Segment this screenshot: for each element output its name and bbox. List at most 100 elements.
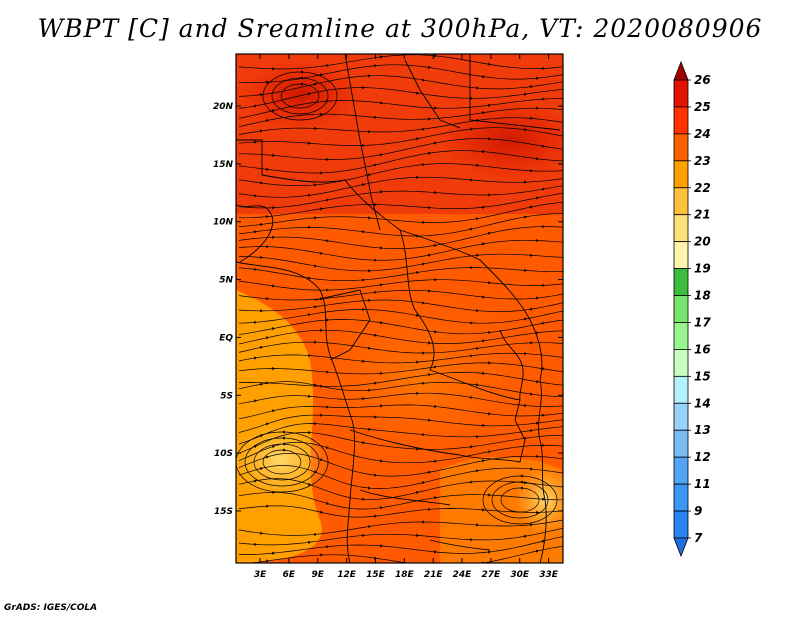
streamline-arrowhead [271,409,275,413]
streamline [247,545,563,563]
colorbar-label: 19 [694,262,711,276]
x-tick-label: 15E [366,570,386,580]
chart-title: WBPT [C] and Sreamline at 300hPa, VT: 20… [37,14,763,43]
streamline-arrowhead [326,99,329,103]
streamline-arrowhead [415,490,419,495]
streamline-arrowhead [469,227,473,231]
streamline [238,341,563,354]
streamline-arrowhead [265,119,269,123]
colorbar-label: 12 [694,450,711,464]
streamline-arrowhead [434,243,437,248]
streamline [238,87,563,109]
streamline-arrowhead [260,309,263,313]
streamline-arrowhead [488,361,491,365]
streamline-arrowhead [482,508,485,512]
streamline-arrowhead [271,109,275,113]
streamline-arrowhead [482,149,485,154]
streamline-arrowhead [416,313,419,317]
streamline-arrowhead [362,143,365,148]
colorbar-label: 15 [694,369,711,383]
colorbar-label: 21 [694,208,711,222]
streamline-arrowhead [326,405,329,409]
colorbar-swatch [673,322,689,350]
streamline-arrowhead [416,447,419,451]
colorbar-top-arrow [673,60,689,81]
colorbar-swatch [673,187,689,216]
streamline-arrowhead [482,242,485,246]
wbpt-field-22-center [290,290,550,470]
streamline-arrowhead [476,163,479,168]
streamline-arrowhead [536,156,539,161]
streamline-arrowhead [476,469,479,473]
streamline-arrowhead [368,346,371,350]
streamline-arrowhead [470,354,473,358]
streamline-arrowhead [470,127,473,131]
streamline-arrowhead [530,253,533,257]
streamline-arrowhead [362,85,365,90]
streamline-arrowhead [325,445,329,449]
streamline-arrowhead [530,467,533,471]
streamline-arrowhead [308,540,311,545]
y-tick-label: EQ [219,333,233,343]
streamline-arrowhead [482,423,485,428]
streamline [239,253,563,272]
streamline-arrowhead [308,394,311,398]
streamline-arrowhead [368,269,371,273]
y-tick-label: 5N [219,276,233,286]
streamline-arrowhead [482,74,485,79]
x-tick-label: 30E [510,570,530,580]
streamline [238,404,563,420]
streamline-arrowhead [320,171,323,175]
streamline-arrowhead [529,205,533,209]
streamline-arrowhead [488,412,491,416]
streamline-arrowhead [260,129,263,133]
colorbar-swatch [673,214,689,243]
streamline-arrowhead [282,442,285,446]
streamline-arrowhead [524,180,527,184]
streamline-arrowhead [488,281,491,285]
streamline-arrowhead [428,65,431,69]
streamline-arrowhead [320,328,323,332]
colorbar-swatch [673,402,689,431]
streamline-arrowhead [282,430,285,434]
streamline-arrowhead [422,520,425,524]
streamline [238,452,563,477]
colorbar-bottom-arrow [673,537,689,558]
streamline-arrowhead [368,298,371,303]
streamline-arrowhead [361,440,365,445]
streamline-arrowhead [524,317,527,321]
streamline-arrowhead [308,276,311,280]
x-tick-label: 27E [482,570,502,580]
streamline [238,527,563,546]
streamline-arrowhead [524,436,527,440]
streamline-arrowhead [265,455,269,459]
streamline-arrowhead [374,381,377,385]
streamline-arrowhead [524,403,527,408]
streamline-arrowhead [535,549,539,553]
streamline-arrowhead [536,106,539,110]
streamline-arrowhead [326,370,329,374]
streamline-arrowhead [530,307,533,311]
streamline [238,319,563,335]
streamline [238,117,563,135]
streamline-arrowhead [326,318,329,322]
streamline-arrowhead [374,258,377,262]
streamline [238,491,563,510]
streamline-arrowhead [307,482,311,486]
streamline-arrowhead [434,550,437,554]
streamline-arrowhead [320,553,323,557]
y-tick-label: 5S [220,391,233,401]
y-tick-label: 20N [213,102,234,112]
streamline-arrowhead [416,360,419,364]
streamline-arrowhead [428,205,431,210]
streamline-arrowhead [470,321,473,325]
streamline-arrowhead [374,115,377,119]
streamline-arrowhead [428,117,431,121]
streamline-arrowhead [380,506,383,510]
streamline [238,163,563,187]
streamline-arrowhead [265,422,269,426]
streamline [238,505,563,518]
streamline [238,414,563,433]
streamline-arrowhead [422,301,425,305]
